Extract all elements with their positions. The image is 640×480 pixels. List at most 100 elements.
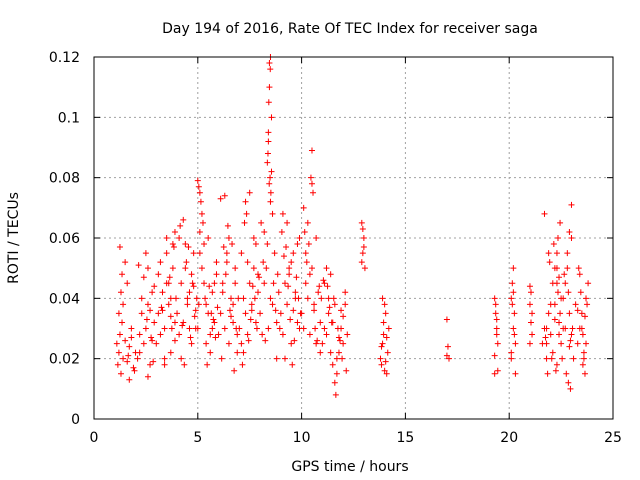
data-point: [331, 379, 338, 386]
grid-lines: [94, 57, 613, 419]
data-point: [339, 355, 346, 362]
data-point: [248, 307, 255, 314]
data-point: [508, 355, 515, 362]
data-point: [551, 265, 558, 272]
data-point: [548, 355, 555, 362]
data-point: [236, 325, 243, 332]
data-point: [161, 361, 168, 368]
data-point: [142, 325, 149, 332]
data-point: [581, 313, 588, 320]
data-point: [342, 301, 349, 308]
data-point: [328, 319, 335, 326]
data-point: [583, 295, 590, 302]
data-point: [117, 289, 124, 296]
data-point: [130, 364, 137, 371]
data-point: [306, 271, 313, 278]
data-point: [267, 174, 274, 181]
data-point: [512, 370, 519, 377]
data-point: [268, 168, 275, 175]
data-point: [567, 385, 574, 392]
data-point: [572, 301, 579, 308]
data-point: [240, 349, 247, 356]
data-point: [529, 331, 536, 338]
data-point: [318, 295, 325, 302]
data-point: [174, 310, 181, 317]
x-tick-label: 5: [193, 430, 202, 446]
data-point: [585, 280, 592, 287]
data-point: [120, 301, 127, 308]
data-point: [135, 262, 142, 269]
data-point: [191, 313, 198, 320]
data-point: [230, 319, 237, 326]
x-tick-label: 10: [293, 430, 311, 446]
data-point: [242, 310, 249, 317]
data-point: [274, 271, 281, 278]
data-point: [290, 307, 297, 314]
data-point: [188, 271, 195, 278]
data-point: [295, 295, 302, 302]
data-point: [238, 250, 245, 257]
data-point: [510, 265, 517, 272]
data-point: [115, 310, 122, 317]
data-point: [144, 265, 151, 272]
data-point: [241, 219, 248, 226]
data-point: [315, 289, 322, 296]
data-point: [526, 340, 533, 347]
data-point: [556, 331, 563, 338]
data-point: [543, 325, 550, 332]
data-point: [494, 340, 501, 347]
data-point: [564, 265, 571, 272]
data-point: [229, 241, 236, 248]
data-point: [168, 325, 175, 332]
data-point: [383, 370, 390, 377]
data-point: [243, 210, 250, 217]
data-point: [579, 331, 586, 338]
data-point: [272, 307, 279, 314]
data-point: [181, 361, 188, 368]
data-point: [583, 340, 590, 347]
data-point: [180, 216, 187, 223]
data-point: [569, 325, 576, 332]
data-point: [509, 280, 516, 287]
data-point: [564, 250, 571, 257]
data-point: [144, 373, 151, 380]
data-point: [316, 283, 323, 290]
data-point: [509, 301, 516, 308]
data-point: [148, 334, 155, 341]
data-point: [340, 340, 347, 347]
data-point: [219, 289, 226, 296]
data-point: [117, 370, 124, 377]
y-tick-label: 0.1: [58, 110, 80, 126]
data-point: [552, 367, 559, 374]
data-point: [247, 316, 254, 323]
data-point: [382, 310, 389, 317]
data-point: [195, 183, 202, 190]
data-point: [508, 295, 515, 302]
data-point: [581, 370, 588, 377]
data-point: [277, 310, 284, 317]
data-point: [211, 280, 218, 287]
data-point: [491, 352, 498, 359]
data-point: [269, 210, 276, 217]
data-point: [566, 343, 573, 350]
data-point: [232, 280, 239, 287]
data-point: [198, 265, 205, 272]
data-point: [278, 228, 285, 235]
data-point: [209, 325, 216, 332]
data-point: [279, 331, 286, 338]
data-point: [245, 337, 252, 344]
data-point: [385, 325, 392, 332]
data-point: [333, 355, 340, 362]
data-point: [256, 274, 263, 281]
data-point: [180, 319, 187, 326]
plot-frame: [93, 56, 614, 420]
y-tick-labels: 0 0.02 0.04 0.06 0.08 0.1 0.12: [49, 50, 80, 428]
data-point: [568, 331, 575, 338]
data-point: [576, 271, 583, 278]
data-point: [380, 319, 387, 326]
data-point: [331, 301, 338, 308]
data-point: [332, 391, 339, 398]
data-point: [311, 307, 318, 314]
y-tick-label: 0: [71, 412, 80, 428]
data-point: [305, 241, 312, 248]
